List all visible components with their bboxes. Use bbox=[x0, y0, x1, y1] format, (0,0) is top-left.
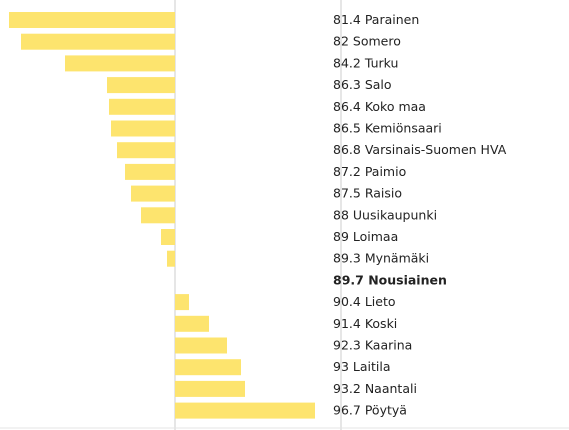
category-label: Raisio bbox=[365, 185, 402, 200]
category-label: Pöytyä bbox=[365, 402, 407, 417]
row-label: 87.5 Raisio bbox=[333, 185, 402, 200]
row-label: 93.2 Naantali bbox=[333, 380, 417, 395]
category-label: Laitila bbox=[353, 359, 391, 374]
category-label: Salo bbox=[365, 77, 392, 92]
row-label: 89.3 Mynämäki bbox=[333, 250, 429, 265]
row-label: 96.7 Pöytyä bbox=[333, 402, 407, 417]
bar bbox=[161, 229, 175, 245]
value-label: 84.2 bbox=[333, 55, 361, 70]
row-label: 93 Laitila bbox=[333, 359, 391, 374]
value-label: 89.7 bbox=[333, 272, 364, 287]
category-label: Varsinais-Suomen HVA bbox=[365, 142, 507, 157]
value-label: 81.4 bbox=[333, 12, 361, 27]
bar bbox=[175, 359, 241, 376]
bar bbox=[141, 207, 175, 224]
bar bbox=[175, 402, 315, 419]
category-label: Naantali bbox=[365, 380, 417, 395]
value-label: 86.4 bbox=[333, 98, 361, 113]
category-label: Loimaa bbox=[353, 229, 398, 244]
row-label: 86.5 Kemiönsaari bbox=[333, 120, 442, 135]
value-label: 91.4 bbox=[333, 315, 361, 330]
bar bbox=[167, 250, 175, 267]
category-label: Parainen bbox=[365, 12, 419, 27]
row-label: 86.8 Varsinais-Suomen HVA bbox=[333, 142, 507, 157]
category-label: Nousiainen bbox=[368, 272, 447, 287]
row-label: 84.2 Turku bbox=[333, 55, 398, 70]
bar bbox=[175, 380, 245, 397]
category-label: Lieto bbox=[365, 294, 396, 309]
bar bbox=[111, 120, 175, 137]
category-label: Kaarina bbox=[365, 337, 413, 352]
row-label: 89 Loimaa bbox=[333, 229, 398, 244]
category-label: Somero bbox=[353, 33, 401, 48]
row-label: 81.4 Parainen bbox=[333, 12, 419, 27]
row-label: 91.4 Koski bbox=[333, 315, 397, 330]
bar bbox=[21, 33, 175, 50]
bar bbox=[109, 98, 175, 115]
category-label: Koski bbox=[365, 315, 397, 330]
bar bbox=[117, 142, 175, 159]
value-label: 86.5 bbox=[333, 120, 361, 135]
value-label: 88 bbox=[333, 207, 349, 222]
category-label: Turku bbox=[364, 55, 399, 70]
row-label: 92.3 Kaarina bbox=[333, 337, 412, 352]
row-label: 89.7 Nousiainen bbox=[333, 272, 447, 287]
bar bbox=[175, 294, 189, 311]
value-label: 92.3 bbox=[333, 337, 361, 352]
value-label: 93.2 bbox=[333, 380, 361, 395]
value-label: 89.3 bbox=[333, 250, 361, 265]
value-label: 93 bbox=[333, 359, 349, 374]
value-label: 86.8 bbox=[333, 142, 361, 157]
bar bbox=[175, 315, 209, 332]
row-label: 90.4 Lieto bbox=[333, 294, 396, 309]
value-label: 86.3 bbox=[333, 77, 361, 92]
bar bbox=[125, 163, 175, 180]
value-label: 87.5 bbox=[333, 185, 361, 200]
category-label: Koko maa bbox=[365, 98, 426, 113]
bar bbox=[131, 185, 175, 202]
row-label: 86.3 Salo bbox=[333, 77, 392, 92]
row-label: 88 Uusikaupunki bbox=[333, 207, 437, 222]
row-label: 86.4 Koko maa bbox=[333, 98, 426, 113]
category-label: Uusikaupunki bbox=[353, 207, 437, 222]
category-label: Kemiönsaari bbox=[365, 120, 442, 135]
category-label: Paimio bbox=[365, 163, 406, 178]
value-label: 82 bbox=[333, 33, 349, 48]
bar bbox=[9, 12, 175, 28]
row-label: 82 Somero bbox=[333, 33, 401, 48]
value-label: 89 bbox=[333, 229, 349, 244]
value-label: 96.7 bbox=[333, 402, 361, 417]
value-label: 90.4 bbox=[333, 294, 361, 309]
bar bbox=[107, 77, 175, 94]
bar bbox=[65, 55, 175, 72]
value-label: 87.2 bbox=[333, 163, 361, 178]
category-label: Mynämäki bbox=[365, 250, 429, 265]
bar bbox=[175, 337, 227, 354]
row-label: 87.2 Paimio bbox=[333, 163, 406, 178]
